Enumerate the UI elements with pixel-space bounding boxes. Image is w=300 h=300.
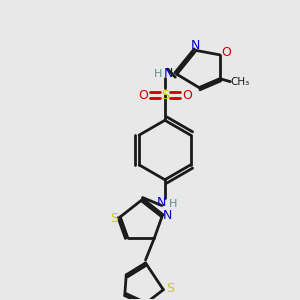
Text: O: O	[221, 46, 231, 59]
Text: N: N	[164, 67, 173, 80]
Text: N: N	[157, 196, 166, 208]
Text: H: H	[154, 69, 163, 79]
Text: H: H	[169, 200, 177, 209]
Text: N: N	[163, 209, 172, 222]
Text: S: S	[166, 282, 174, 295]
Text: O: O	[138, 88, 148, 101]
Text: S: S	[161, 88, 169, 101]
Text: N: N	[191, 39, 200, 52]
Text: CH₃: CH₃	[230, 77, 250, 87]
Text: S: S	[110, 212, 118, 225]
Text: O: O	[182, 88, 192, 101]
